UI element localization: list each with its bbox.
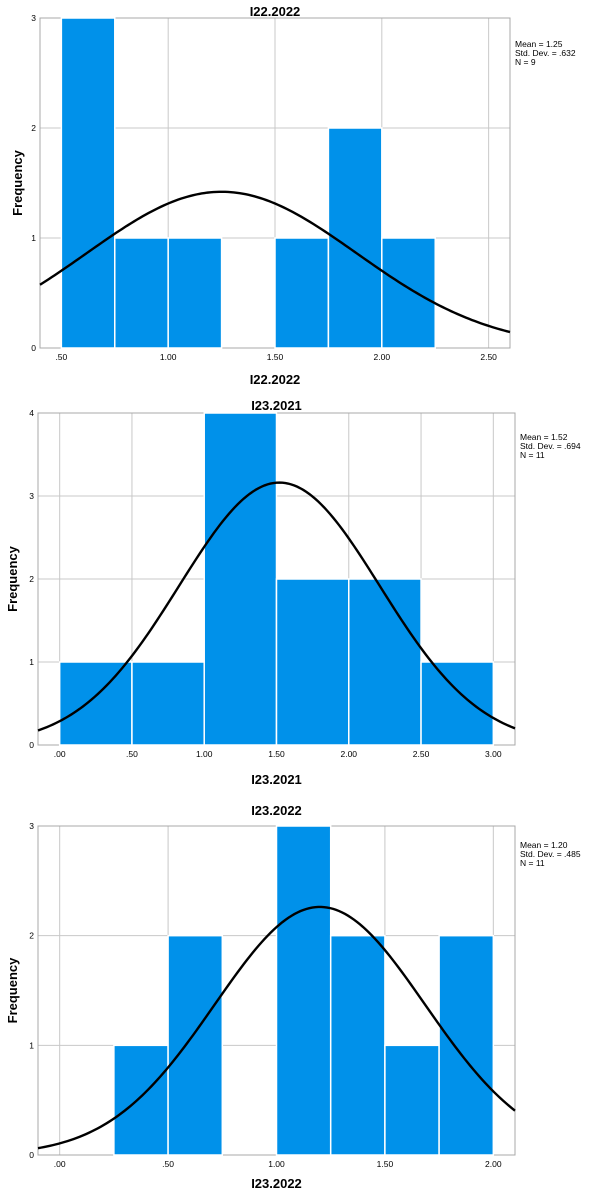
histogram-bar [384, 1044, 440, 1156]
histogram-bar [420, 661, 495, 746]
stats-legend-line: Mean = 1.25 [515, 39, 563, 49]
histogram-bar [275, 825, 332, 1156]
histogram-bar [274, 237, 330, 349]
histogram-bar [329, 934, 386, 1156]
y-tick-label: 3 [29, 821, 34, 831]
x-tick-label: 1.50 [267, 352, 284, 362]
histogram-panel-3: .00 .50 1.00 1.50 2.00 0 1 2 3 I23.2022 I23.2022 Fr… [0, 800, 589, 1197]
histogram-bar [348, 578, 422, 746]
stats-legend-line: Mean = 1.52 [520, 432, 568, 442]
histogram-bar [203, 412, 278, 746]
y-axis-label: Frequency [5, 545, 20, 612]
x-tick-label: 2.50 [413, 749, 430, 759]
x-tick-label: .50 [126, 749, 138, 759]
histogram-bar [381, 237, 436, 349]
x-tick-label: 2.00 [340, 749, 357, 759]
x-tick-label: 1.50 [268, 749, 285, 759]
x-tick-label: 1.50 [377, 1159, 394, 1169]
x-tick-label: 1.00 [196, 749, 213, 759]
y-tick-label: 3 [29, 491, 34, 501]
y-tick-label: 2 [31, 123, 36, 133]
x-tick-label: 1.00 [268, 1159, 285, 1169]
x-axis-label: I22.2022 [250, 372, 301, 387]
chart-title: I22.2022 [250, 4, 301, 19]
x-axis-label: I23.2021 [251, 772, 302, 787]
histogram-bar [114, 237, 169, 349]
x-tick-label: .50 [162, 1159, 174, 1169]
histogram-bar [58, 661, 133, 746]
histogram-bar [60, 17, 116, 349]
histogram-bar [438, 934, 495, 1156]
stats-legend-line: Std. Dev. = .632 [515, 48, 576, 58]
x-tick-label: .50 [55, 352, 67, 362]
y-tick-label: 0 [29, 1150, 34, 1160]
y-axis-label: Frequency [10, 149, 25, 216]
chart-title: I23.2022 [251, 803, 302, 818]
y-tick-label: 3 [31, 13, 36, 23]
x-tick-label: 2.50 [480, 352, 497, 362]
x-tick-label: 1.00 [160, 352, 177, 362]
x-tick-label: 3.00 [485, 749, 502, 759]
stats-legend-line: Mean = 1.20 [520, 840, 568, 850]
histogram-bar [167, 237, 223, 349]
y-tick-label: 1 [29, 1040, 34, 1050]
stats-legend-line: N = 11 [520, 450, 545, 460]
stats-legend-line: Std. Dev. = .694 [520, 441, 581, 451]
x-tick-label: .00 [54, 749, 66, 759]
histogram-chart-3: .00 .50 1.00 1.50 2.00 0 1 2 3 I23.2022 I23.2022 Fr… [5, 803, 581, 1191]
x-tick-label: .00 [54, 1159, 66, 1169]
y-tick-label: 2 [29, 574, 34, 584]
histogram-bar [275, 578, 350, 746]
histogram-bar [167, 934, 224, 1156]
x-axis-label: I23.2022 [251, 1176, 302, 1191]
x-tick-label: 2.00 [374, 352, 391, 362]
normal-curve [39, 190, 511, 334]
y-tick-label: 1 [31, 233, 36, 243]
y-tick-label: 1 [29, 657, 34, 667]
histogram-chart-1: .50 1.00 1.50 2.00 2.50 0 1 2 3 I22.2022 I22.2022 F… [10, 4, 576, 387]
y-tick-label: 0 [29, 740, 34, 750]
y-tick-label: 0 [31, 343, 36, 353]
histogram-panel-2: .00 .50 1.00 1.50 2.00 2.50 3.00 0 1 2 3 4 I23.2021 I… [0, 395, 589, 800]
x-tick-label: 2.00 [485, 1159, 502, 1169]
stats-legend-line: Std. Dev. = .485 [520, 849, 581, 859]
normal-curve [37, 481, 516, 732]
histogram-bar [131, 661, 205, 746]
chart-title: I23.2021 [251, 398, 302, 413]
stats-legend-line: N = 9 [515, 57, 536, 67]
histogram-bar [113, 1044, 169, 1156]
histogram-bar [327, 127, 383, 349]
y-tick-label: 4 [29, 408, 34, 418]
histogram-panel-1: .50 1.00 1.50 2.00 2.50 0 1 2 3 I22.2022 I22.2022 F… [0, 0, 589, 395]
normal-curve [37, 905, 516, 1150]
stats-legend-line: N = 11 [520, 858, 545, 868]
y-tick-label: 2 [29, 931, 34, 941]
histogram-chart-2: .00 .50 1.00 1.50 2.00 2.50 3.00 0 1 2 3 4 I23.2021 I… [5, 398, 581, 787]
y-axis-label: Frequency [5, 957, 20, 1024]
